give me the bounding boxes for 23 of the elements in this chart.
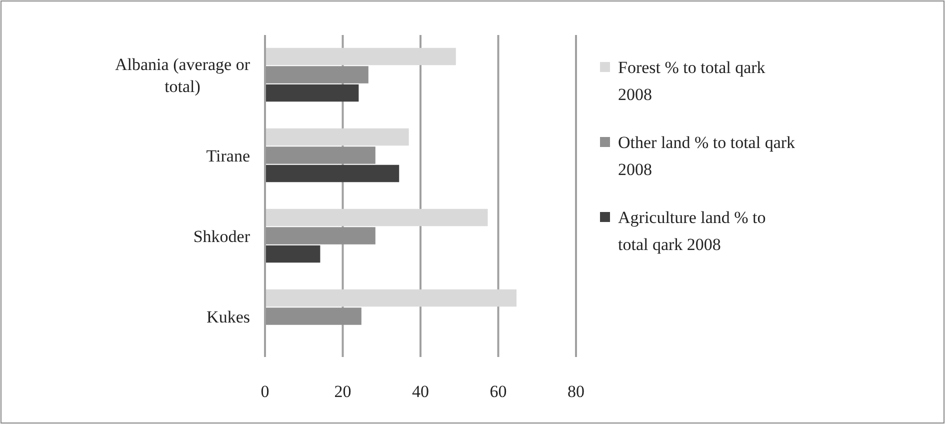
bar bbox=[265, 308, 362, 325]
bar bbox=[265, 164, 400, 182]
bar bbox=[265, 48, 456, 66]
legend-label: Agriculture land % to total qark 2008 bbox=[618, 208, 766, 254]
y-tick-label: Albania (average or total) bbox=[115, 55, 250, 96]
y-tick-label: Shkoder bbox=[193, 227, 250, 246]
x-tick-label: 40 bbox=[412, 382, 429, 402]
x-tick-label: 20 bbox=[334, 382, 352, 402]
y-tick-label: Tirane bbox=[206, 146, 250, 166]
legend-label: Other land % to total qark 2008 bbox=[618, 133, 796, 179]
bar bbox=[265, 146, 376, 164]
x-tick-label: 0 bbox=[260, 382, 270, 402]
bar bbox=[265, 245, 320, 263]
bar bbox=[265, 289, 517, 307]
y-tick-label: Kukes bbox=[206, 308, 250, 327]
legend-label: Forest % to total qark 2008 bbox=[618, 58, 766, 104]
bar bbox=[265, 227, 376, 244]
x-tick-label: 80 bbox=[568, 382, 584, 402]
bar bbox=[265, 128, 409, 146]
bar bbox=[265, 84, 359, 102]
bar bbox=[265, 208, 488, 226]
x-tick-label: 60 bbox=[490, 382, 507, 402]
bar bbox=[265, 66, 368, 84]
